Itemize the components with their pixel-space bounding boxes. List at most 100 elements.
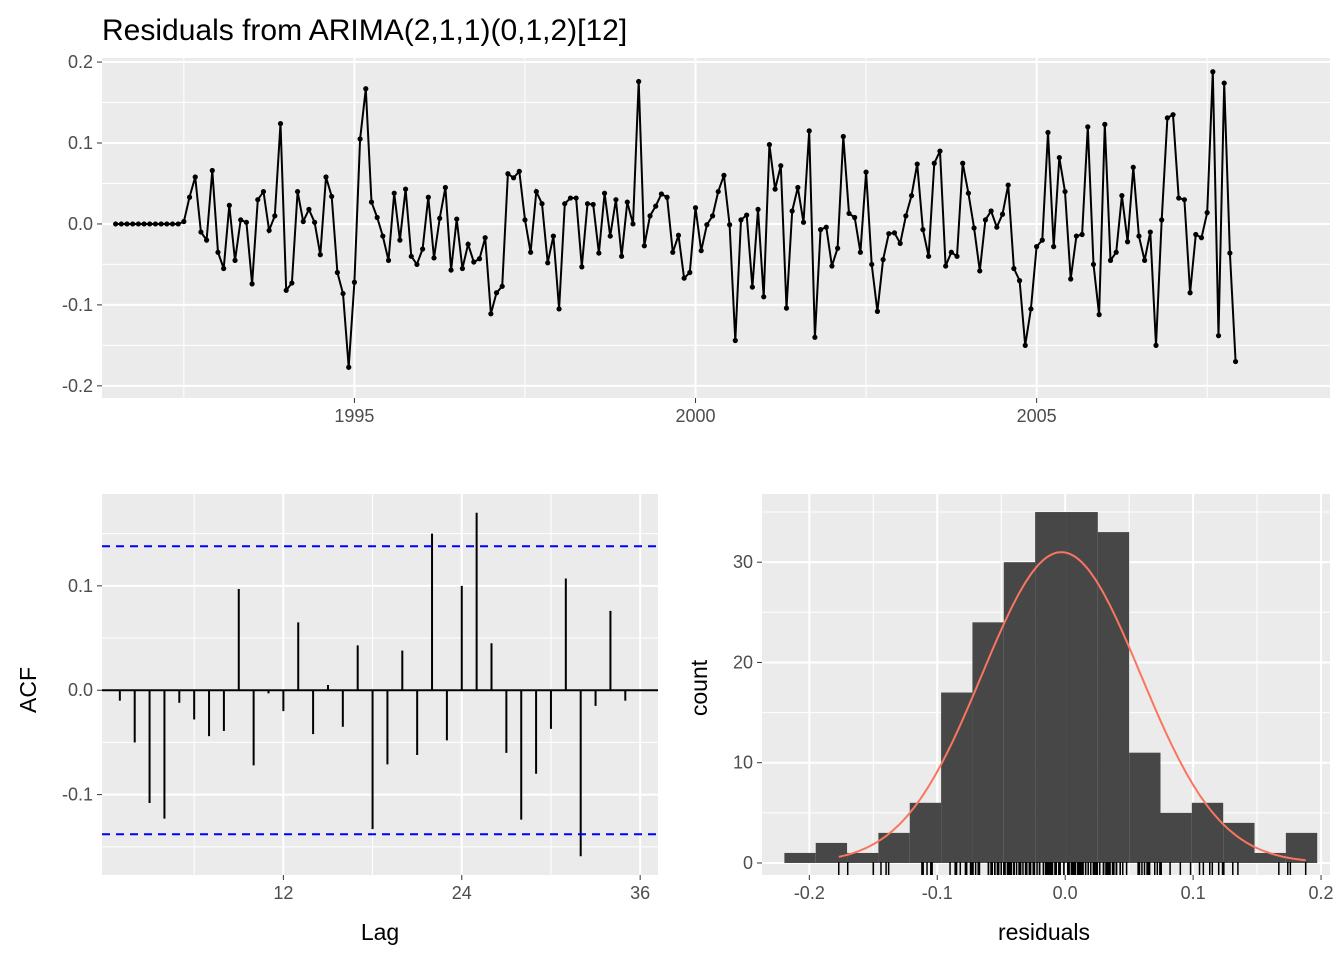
residual-point — [562, 201, 568, 207]
residual-point — [1096, 312, 1102, 318]
residual-point — [619, 253, 625, 259]
residual-point — [414, 261, 420, 268]
residual-point — [1193, 231, 1199, 238]
histogram-bar — [815, 842, 848, 863]
residual-point — [493, 290, 500, 296]
residual-point — [1062, 188, 1068, 195]
residual-point — [204, 237, 210, 243]
residual-point — [232, 257, 238, 263]
residual-point — [312, 219, 318, 225]
residual-point — [118, 221, 124, 227]
residual-point — [840, 133, 846, 140]
residual-point — [749, 284, 755, 290]
histogram-panel: -0.2 -0.1 0.0 0.1 0.2 0 10 20 30 — [733, 494, 1334, 903]
residual-point — [454, 216, 460, 222]
residual-point — [476, 256, 483, 262]
residual-point — [334, 269, 340, 276]
residual-point — [1056, 154, 1062, 161]
residual-point — [732, 337, 738, 344]
residual-point — [852, 214, 858, 221]
residual-point — [1028, 306, 1034, 312]
y-tick-label: 0.0 — [68, 214, 93, 234]
y-tick-label: 0 — [743, 853, 753, 873]
histogram-x-axis-label: residuals — [998, 919, 1090, 945]
x-tick-label: 1995 — [334, 406, 374, 426]
residual-point — [465, 241, 471, 247]
residual-point — [1090, 261, 1097, 268]
residual-point — [130, 221, 136, 227]
residual-point — [835, 245, 841, 251]
residual-point — [778, 163, 784, 169]
residual-point — [579, 264, 585, 270]
residual-point — [266, 227, 272, 234]
residual-point — [1176, 195, 1182, 201]
histogram-bar — [941, 692, 973, 863]
residual-point — [1051, 244, 1057, 250]
residual-point — [385, 257, 392, 263]
x-tick-label: 2005 — [1017, 406, 1057, 426]
residual-point — [857, 249, 863, 255]
residual-point — [391, 190, 397, 196]
residual-point — [380, 233, 386, 239]
residual-point — [886, 231, 892, 237]
residual-point — [209, 167, 215, 174]
residual-point — [653, 203, 659, 209]
residual-point — [1215, 333, 1222, 339]
residual-point — [1085, 124, 1091, 130]
residual-point — [999, 211, 1006, 217]
residual-point — [516, 168, 522, 174]
y-tick-label: 0.1 — [68, 133, 93, 153]
residual-point — [192, 174, 198, 180]
residual-point — [1022, 342, 1028, 348]
residual-point — [658, 191, 665, 197]
residual-point — [141, 221, 147, 227]
y-tick-label: -0.2 — [62, 376, 93, 396]
residual-point — [186, 194, 193, 200]
residual-point — [198, 229, 204, 235]
residual-point — [317, 252, 323, 258]
residual-point — [772, 186, 778, 192]
residual-point — [1113, 249, 1119, 255]
residual-point — [368, 199, 375, 205]
x-tick-label: -0.1 — [922, 883, 953, 903]
residual-point — [1073, 233, 1080, 239]
residual-point — [124, 221, 130, 227]
residual-point — [1221, 80, 1227, 86]
histogram-y-axis-label: count — [686, 659, 712, 716]
residual-point — [550, 233, 556, 239]
residual-point — [692, 205, 699, 211]
histogram-bar — [1003, 562, 1036, 863]
residual-point — [931, 160, 937, 166]
residual-point — [1107, 257, 1114, 263]
residual-timeseries-panel: 1995 2000 2005 -0.2 -0.1 0.0 0.1 0.2 — [62, 52, 1330, 426]
residual-point — [147, 221, 153, 227]
residual-point — [829, 263, 835, 269]
residual-point — [1210, 69, 1216, 75]
y-tick-label: 0.1 — [68, 576, 93, 596]
residual-point — [937, 148, 943, 154]
residual-point — [761, 294, 767, 300]
residual-point — [891, 230, 898, 236]
residual-point — [289, 280, 295, 286]
y-tick-label: 0.2 — [68, 52, 93, 72]
residual-point — [1124, 239, 1131, 245]
residual-point — [675, 232, 682, 238]
histogram-bar — [1035, 512, 1067, 863]
histogram-bar — [847, 852, 879, 863]
residual-point — [1039, 237, 1045, 243]
residual-point — [590, 201, 596, 208]
residual-point — [294, 188, 301, 195]
residual-point — [704, 222, 710, 228]
residual-point — [510, 175, 517, 181]
residual-point — [908, 193, 915, 199]
residual-point — [329, 193, 335, 200]
residual-point — [783, 305, 790, 311]
residual-point — [482, 235, 488, 241]
residual-point — [255, 197, 261, 203]
residual-point — [533, 188, 539, 195]
residual-point — [914, 161, 920, 167]
x-tick-label: -0.2 — [794, 883, 825, 903]
residual-point — [1159, 217, 1165, 223]
residual-point — [351, 279, 358, 285]
residual-point — [613, 197, 619, 203]
